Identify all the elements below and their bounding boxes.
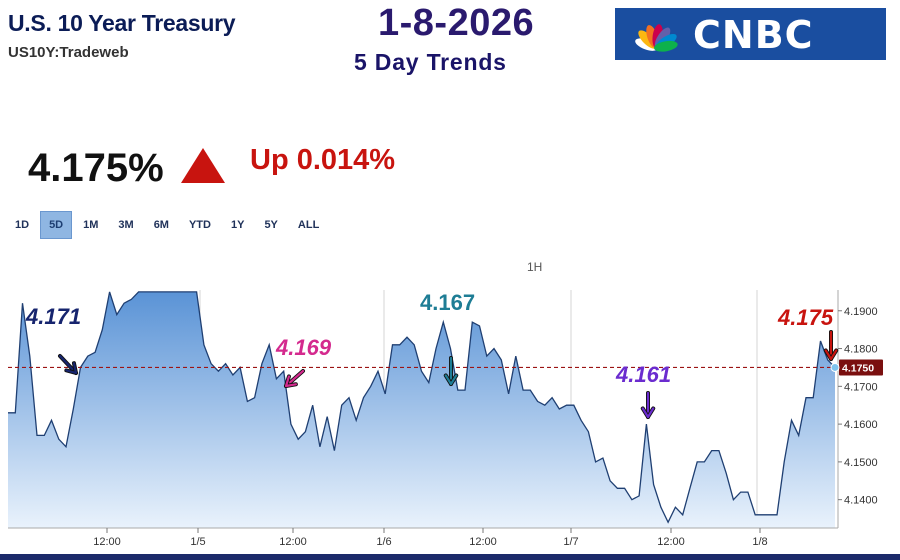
annotation-label: 4.175 (777, 305, 834, 330)
tab-5d[interactable]: 5D (40, 211, 73, 239)
y-tick-label: 4.1400 (844, 495, 878, 507)
annotation-label: 4.167 (420, 290, 475, 315)
last-point-marker (830, 362, 840, 372)
timeframe-tabs: 1D 5D 1M 3M 6M YTD 1Y 5Y ALL (6, 211, 330, 239)
tab-all[interactable]: ALL (297, 219, 320, 231)
triangle-up-icon (181, 148, 225, 183)
annotation-arrowhead-inner (65, 362, 78, 375)
interval-label: 1H (527, 260, 543, 274)
tab-ytd[interactable]: YTD (188, 219, 211, 231)
x-tick-label: 12:00 (469, 536, 497, 548)
x-tick-label: 1/5 (190, 536, 205, 548)
x-tick-label: 1/7 (563, 536, 578, 548)
x-tick-label: 12:00 (93, 536, 121, 548)
yield-change: Up 0.014% (250, 144, 396, 176)
annotation-label: 4.171 (25, 304, 81, 329)
y-tick-label: 4.1700 (844, 381, 878, 393)
y-tick-label: 4.1800 (844, 344, 878, 356)
tab-1d[interactable]: 1D (15, 219, 30, 231)
tab-1y[interactable]: 1Y (230, 219, 245, 231)
annotation-arrowhead-inner (641, 407, 655, 419)
y-tick-label: 4.1600 (844, 419, 878, 431)
annotation-label: 4.161 (615, 362, 671, 387)
annotation-arrow-inner (58, 354, 78, 375)
tab-1m[interactable]: 1M (83, 219, 99, 231)
instrument-symbol: US10Y:Tradeweb (8, 44, 129, 61)
yield-area (8, 291, 835, 528)
x-tick-label: 12:00 (657, 536, 685, 548)
y-tick-label: 4.1900 (844, 306, 878, 318)
current-yield: 4.175% (28, 146, 164, 190)
annotation-arrowhead-inner (824, 349, 838, 361)
current-value-label: 4.1750 (842, 362, 874, 374)
report-date: 1-8-2026 (378, 2, 535, 44)
cnbc-logo: CNBC (615, 8, 886, 60)
tab-3m[interactable]: 3M (118, 219, 134, 231)
bottom-bar (0, 554, 900, 560)
tab-5y[interactable]: 5Y (264, 219, 278, 231)
annotation-label: 4.169 (275, 335, 332, 360)
annotation-arrowhead-inner (284, 375, 297, 388)
annotation-arrowhead-inner (444, 374, 458, 386)
instrument-title: U.S. 10 Year Treasury (8, 10, 236, 36)
current-value-box (839, 359, 883, 376)
x-tick-label: 1/8 (752, 536, 767, 548)
yield-chart: 4.1900 4.1800 4.1700 4.1600 4.1500 4.1400 4.17… (8, 290, 883, 548)
x-tick-label: 1/6 (376, 536, 391, 548)
x-tick-label: 12:00 (279, 536, 307, 548)
y-tick-label: 4.1500 (844, 457, 878, 469)
peacock-icon (635, 24, 678, 52)
yield-line (8, 291, 836, 524)
tab-6m[interactable]: 6M (153, 219, 169, 231)
trend-label: 5 Day Trends (354, 49, 507, 75)
logo-wordmark: CNBC (693, 13, 814, 57)
